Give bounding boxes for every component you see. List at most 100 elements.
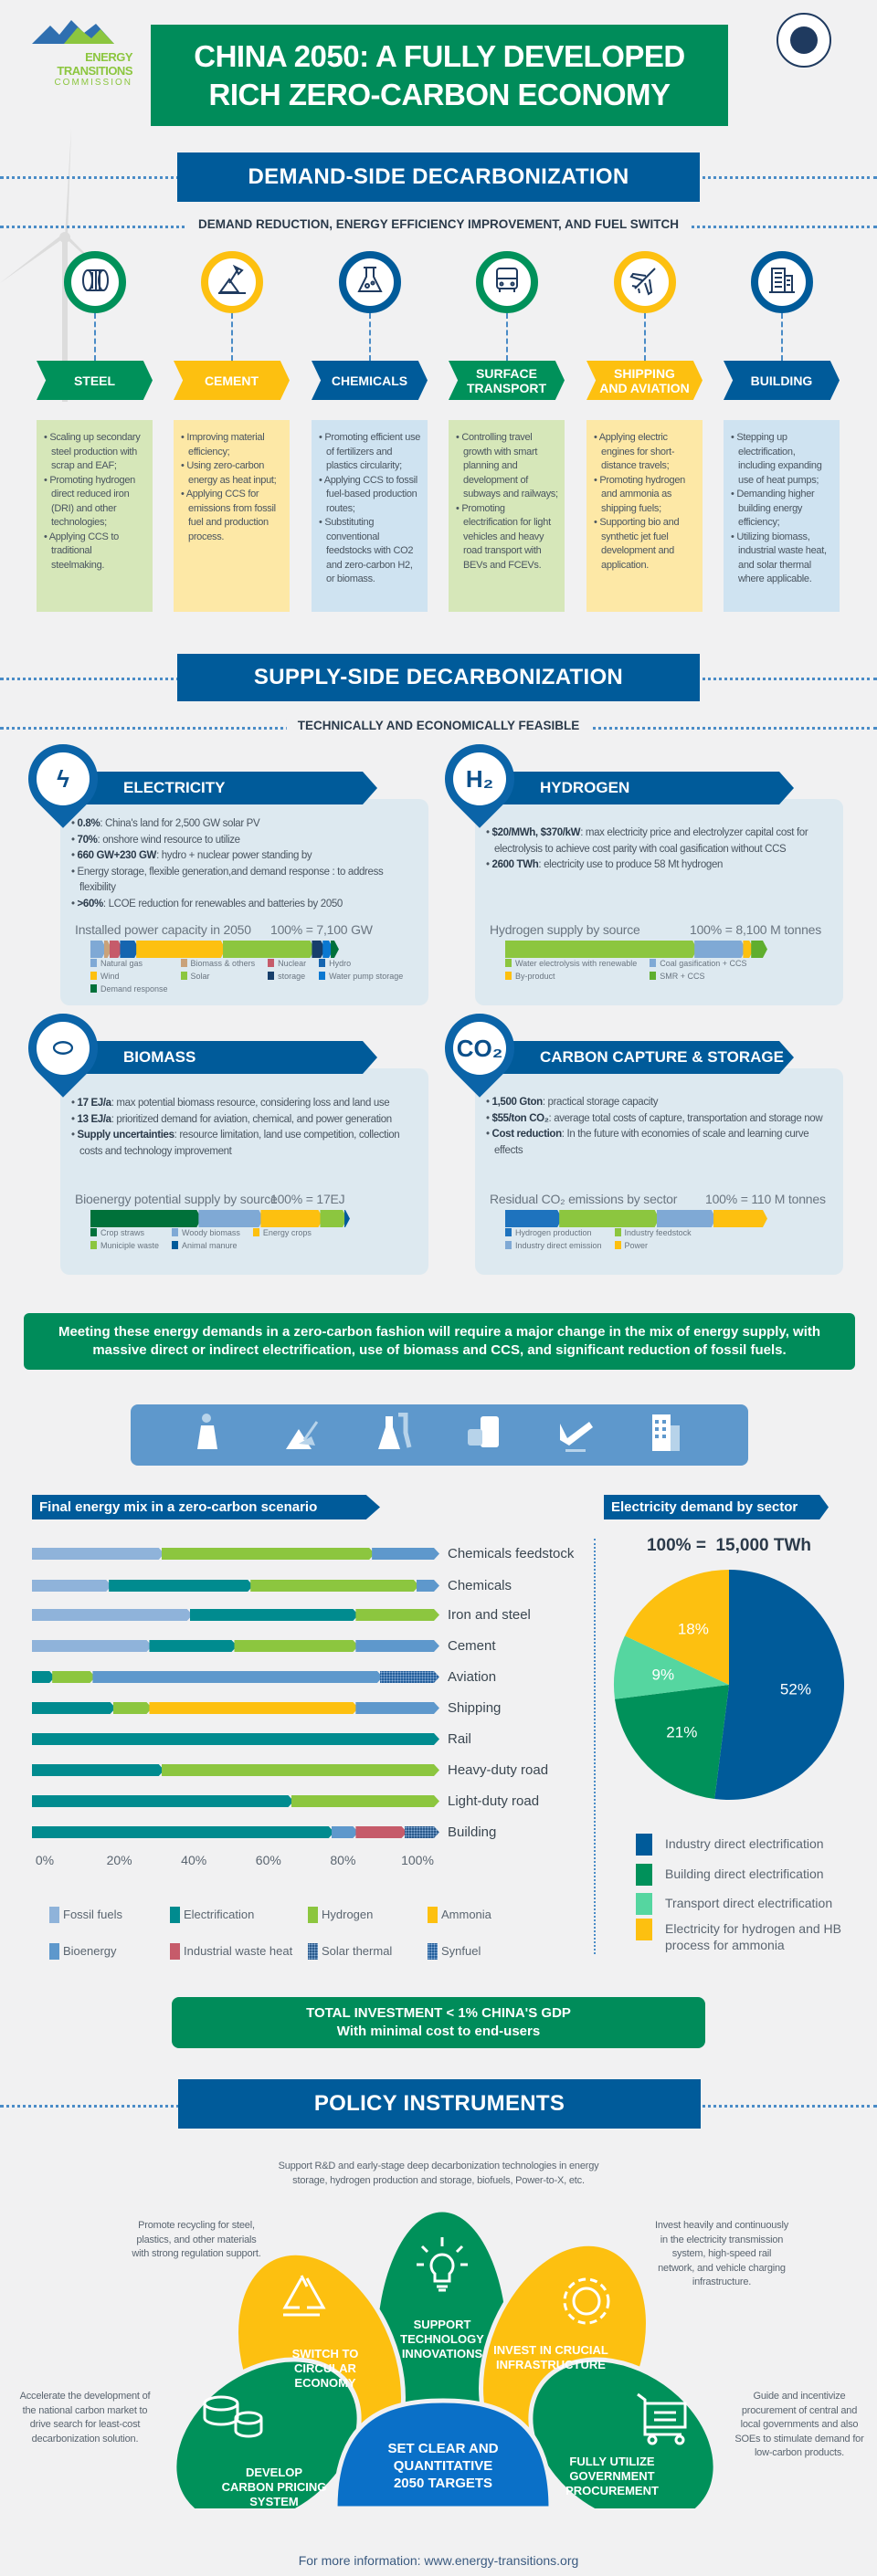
bullet-text: : LCOE reduction for renewables and batt… [102,898,343,909]
bullet-text: : electricity use to produce 58 Mt hydro… [538,859,724,870]
bullet-key-figure: 17 EJ/a [77,1098,112,1109]
pie-legend-swatch [636,1919,652,1940]
legend-label: Fossil fuels [63,1908,123,1921]
bar-segment-electrification [32,1733,439,1745]
bar-segment-nuclear [110,941,123,958]
panel-bullets: • $20/MWh, $370/kW: max electricity pric… [486,825,829,874]
chart-label: Installed power capacity in 2050 [75,922,251,937]
petal-carbon-pricing [172,2357,362,2508]
title-line-2: RICH ZERO-CARBON ECONOMY [208,78,671,111]
bullet-text: : max electricity price and electrolyzer… [494,827,808,855]
bar-segment-wind [136,941,226,958]
chart-total: 100% = 110 M tonnes [705,1192,826,1206]
pie-legend-label: Electricity for hydrogen and HB process … [665,1921,841,1952]
footer-link[interactable]: For more information: www.energy-transit… [298,2553,579,2568]
pie-legend-swatch [636,1834,652,1856]
cement-shovel-icon [217,264,248,300]
stacked-supply-bar [505,941,776,958]
legend-swatch [428,1907,438,1923]
cart-body [637,2392,687,2436]
action-item: Demanding higher building energy efficie… [731,488,834,531]
pie-slice-industry [714,1570,844,1800]
legend-label: Demand response [100,984,168,994]
petals [172,2207,718,2508]
legend-item: Nuclear [268,959,306,968]
bar-segment-hydro [120,941,139,958]
legend-item: Animal manure [172,1241,240,1250]
legend-label: By-product [515,972,555,981]
legend-label: Industry feedstock [624,1228,692,1237]
legend-swatch [90,959,97,967]
bullet-key-figure: $55/ton CO₂ [491,1112,549,1124]
bullet-text: : practical storage capacity [542,1097,659,1108]
legend-swatch [172,1241,179,1249]
legend-item: Water pump storage [319,972,403,981]
category-label: Rail [448,1731,471,1747]
bar-segment-water-pump-storage [322,941,333,958]
panel-header: HYDROGEN [502,772,794,804]
legend-label: SMR + CCS [660,972,705,981]
building-icon-circle [750,251,813,313]
bar-segment-electrification [32,1764,164,1776]
legend-label: Synfuel [441,1944,481,1958]
factory-icon [194,1413,232,1457]
action-item: Using zero-carbon energy as heat input; [181,459,284,488]
legend-swatch [49,1907,59,1923]
x-tick-label: 60% [255,1853,281,1867]
bullet-key-figure: 0.8% [77,818,100,829]
legend-item: Water electrolysis with renewable [505,959,637,968]
action-item: Controlling travel growth with smart pla… [456,431,559,502]
pie-legend-label: Industry direct electrification [665,1836,824,1851]
main-title: CHINA 2050: A FULLY DEVELOPED RICH ZERO-C… [151,25,728,126]
legend-swatch [252,1228,259,1236]
legend-label: Nuclear [278,959,307,968]
legend-swatch [268,972,275,980]
energy-mix-bar-chemicals-feedstock [32,1548,437,1560]
sector-chevron-chemicals: CHEMICALS [312,361,428,400]
demand-subtitle: DEMAND REDUCTION, ENERGY EFFICIENCY IMPR… [186,217,691,231]
panel-header: BIOMASS [85,1041,377,1074]
energy-mix-chart-title: Final energy mix in a zero-carbon scenar… [32,1495,380,1519]
category-label: Building [448,1824,497,1840]
total-investment-box: TOTAL INVESTMENT < 1% CHINA'S GDP With mi… [172,1997,705,2048]
legend-swatch [505,959,512,967]
pie-chart: 52% 21% 9% 18% [614,1570,844,1800]
bar-segment-ammonia [149,1702,358,1714]
lightning-bolt-icon: ϟ [57,764,69,793]
policy-banner: POLICY INSTRUMENTS [178,2079,701,2129]
legend-item: Hydrogen production [505,1228,602,1237]
bullet-item: • 2600 TWh: electricity use to produce 5… [486,859,724,870]
bar-segment-industry-direct-emission [657,1210,716,1227]
bar-segment-demand-response [331,941,339,958]
chart-label: Hydrogen supply by source [490,922,640,937]
bullet-key-figure: Supply uncertainties [77,1130,174,1141]
cement-shovel-icon-circle [200,251,263,313]
bar-segment-hydrogen [162,1764,439,1776]
panel-bullets: • 0.8%: China's land for 2,500 GW solar … [71,816,414,912]
legend-item: Industry direct emission [505,1241,602,1250]
energy-transitions-commission-logo: ENERGY TRANSITIONS COMMISSION [9,18,133,88]
bar-segment-fossil-fuels [32,1580,111,1592]
recycle-icon [282,2275,326,2317]
connector-line [93,313,96,361]
bar-segment-synfuel [380,1671,439,1683]
chart-label: Residual CO₂ emissions by sector [490,1192,678,1206]
pie-legend-swatch [636,1893,652,1915]
legend-swatch [319,972,326,980]
x-tick-label: 80% [330,1853,356,1867]
bar-segment-hydrogen-production [505,1210,562,1227]
legend-label: Crop straws [100,1228,145,1237]
bullet-item: • Cost reduction: In the future with eco… [486,1129,809,1156]
stacked-supply-bar [505,1210,776,1227]
category-label: Iron and steel [448,1607,531,1623]
legend-label: Natural gas [100,959,143,968]
energy-mix-bar-heavy-duty-road [32,1764,437,1776]
supply-panel-electricity [60,799,428,1005]
demand-side-banner: DEMAND-SIDE DECARBONIZATION [177,152,700,202]
title-line-1: CHINA 2050: A FULLY DEVELOPED [194,39,685,73]
policy-title-light-bulb: SUPPORT TECHNOLOGY INNOVATIONS [400,2318,484,2360]
co2-icon: CO₂ [456,1034,503,1062]
sector-chevron-building: BUILDING [724,361,840,400]
energy-mix-bar-building [32,1826,437,1838]
bullet-text: : max potential biomass resource, consid… [111,1098,390,1109]
